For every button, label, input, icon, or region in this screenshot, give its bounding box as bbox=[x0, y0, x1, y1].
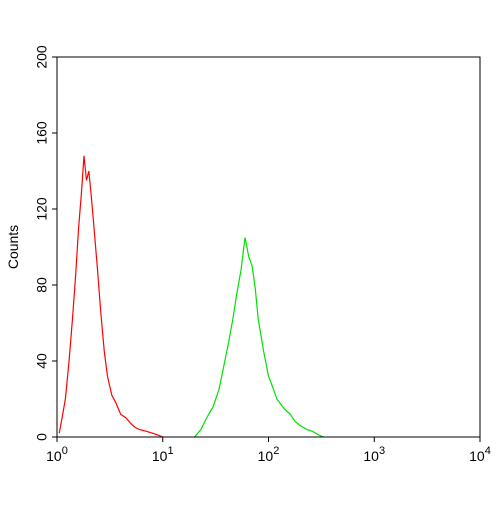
histogram-line bbox=[194, 237, 324, 438]
y-tick-label: 200 bbox=[34, 45, 50, 69]
plot-frame bbox=[56, 56, 481, 438]
y-tick-label: 120 bbox=[34, 197, 50, 221]
x-tick-label: 101 bbox=[152, 445, 174, 464]
x-tick-label: 104 bbox=[469, 445, 491, 464]
y-tick-label: 160 bbox=[34, 121, 50, 145]
y-tick-label: 0 bbox=[34, 433, 50, 441]
histogram-line bbox=[58, 155, 163, 438]
x-tick-label: 103 bbox=[363, 445, 385, 464]
y-tick-label: 40 bbox=[34, 353, 50, 369]
y-tick-label: 80 bbox=[34, 277, 50, 293]
x-tick-label: 100 bbox=[46, 445, 68, 464]
y-axis-label: Counts bbox=[5, 225, 21, 269]
x-tick-label: 102 bbox=[258, 445, 280, 464]
